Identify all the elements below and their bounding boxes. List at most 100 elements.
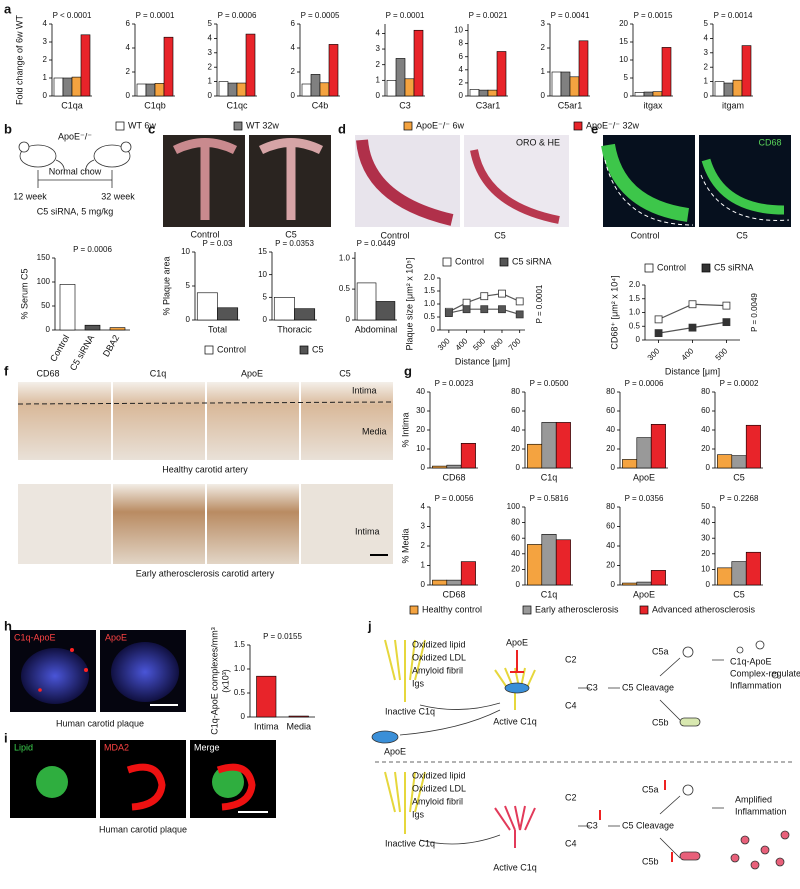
bar <box>460 442 476 469</box>
y-tick-label: 5 <box>704 19 709 28</box>
ihc-images-shape <box>17 401 394 405</box>
image-label: MDA2 <box>104 742 129 752</box>
y-axis-label: C1q-ApoE complexes/mm³ <box>209 627 219 735</box>
x-tick-label: ApoE <box>633 589 655 599</box>
y-tick-label: 80 <box>606 502 615 511</box>
point <box>462 305 471 314</box>
c2-label: C2 <box>565 654 577 664</box>
bar <box>578 40 589 97</box>
x-tick-label: Intima <box>254 721 279 731</box>
y-tick-label: 1.5 <box>234 640 246 649</box>
x-tick-label: C1q <box>541 589 558 599</box>
bar <box>732 79 743 97</box>
y-tick-label: 2 <box>43 55 48 64</box>
column-label: C5 <box>339 368 351 378</box>
lipid-images <box>10 740 276 818</box>
pathway-diagram-shape <box>510 650 524 673</box>
y-tick-label: 10 <box>619 55 628 64</box>
y-tick-label: 0 <box>516 580 521 589</box>
x-tick-label: 600 <box>489 336 505 352</box>
y-tick-label: 0 <box>611 580 616 589</box>
pathway-diagram <box>371 639 795 870</box>
x-tick-label: Control <box>48 333 71 363</box>
end-label: 32 week <box>101 191 135 201</box>
y-tick-label: 50 <box>41 301 50 310</box>
bar <box>80 34 91 97</box>
x-tick-label: Media <box>286 721 311 731</box>
y-tick-label: 20 <box>511 444 520 453</box>
y-tick-label: 2 <box>208 62 213 71</box>
image-label: Control <box>380 230 409 240</box>
pathway-diagram-shape <box>384 639 426 702</box>
point <box>722 318 731 327</box>
trigger: Oxidized LDL <box>412 652 466 662</box>
panel-letter: i <box>4 730 8 745</box>
trigger: Amyloid fibril <box>412 796 463 806</box>
y-tick-label: 4 <box>208 34 213 43</box>
trigger: Amyloid fibril <box>412 665 463 675</box>
y-tick-label: 1 <box>421 561 426 570</box>
plaque-images <box>10 630 186 712</box>
y-tick-label: 60 <box>606 522 615 531</box>
bar <box>294 308 316 321</box>
x-tick-label: 400 <box>680 346 696 362</box>
y-tick-label: 0 <box>636 335 641 344</box>
p-value: P = 0.0049 <box>750 293 759 332</box>
y-tick-label: 3 <box>541 19 546 28</box>
x-tick-label: CD68 <box>442 589 465 599</box>
y-tick-label: 100 <box>507 502 521 511</box>
p-value: P = 0.2268 <box>720 494 759 503</box>
caption: Healthy carotid artery <box>162 464 248 474</box>
y-tick-label: 1.0 <box>629 308 641 317</box>
p-value: P = 0.0155 <box>263 632 302 641</box>
legend-label: Healthy control <box>422 604 482 614</box>
y-tick-label: 1.5 <box>424 286 436 295</box>
pathway-diagram-shape <box>419 795 724 859</box>
ihc-images-shape <box>113 484 205 564</box>
trigger: Oxidized lipid <box>412 770 466 780</box>
ihc-images-shape <box>301 382 393 460</box>
pathway-diagram-shape <box>371 730 399 744</box>
y-tick-label: 2 <box>126 67 131 76</box>
bar <box>741 45 752 97</box>
bar <box>636 437 652 469</box>
trigger: Oxidized LDL <box>412 783 466 793</box>
pathway-diagram-shape <box>780 830 790 840</box>
stain-label: CD68 <box>758 137 781 147</box>
c4-label: C4 <box>565 700 577 710</box>
p-value: P = 0.0015 <box>634 11 673 20</box>
bar <box>622 459 638 469</box>
bar <box>622 582 638 586</box>
y-tick-label: 2 <box>421 541 426 550</box>
bar <box>227 82 238 97</box>
c5a-label: C5a <box>642 784 659 794</box>
bar <box>236 82 247 97</box>
bar <box>154 83 165 97</box>
x-tick-label: itgam <box>722 100 744 110</box>
p-value: P = 0.0006 <box>73 245 112 254</box>
y-tick-label: 40 <box>511 549 520 558</box>
apoe-label: ApoE <box>384 746 406 756</box>
bar <box>714 81 725 97</box>
y-tick-label: 4 <box>291 43 296 52</box>
y-tick-label: 10 <box>181 247 190 256</box>
bar <box>136 83 147 97</box>
y-tick-label: 0 <box>241 712 246 721</box>
c3-label: C3 <box>586 682 598 692</box>
bar <box>560 71 571 97</box>
lipid-images-shape <box>126 763 166 811</box>
y-tick-label: 20 <box>606 444 615 453</box>
y-tick-label: 50 <box>701 502 710 511</box>
y-tick-label: 2 <box>376 60 381 69</box>
point <box>462 298 471 307</box>
outcome: Inflammation <box>735 806 787 816</box>
legend-swatch <box>403 121 413 131</box>
ihc-images-shape <box>207 382 299 460</box>
cleavage-label: C5 Cleavage <box>622 820 674 830</box>
p-value: P = 0.0500 <box>530 379 569 388</box>
bar <box>636 581 652 586</box>
y-tick-label: 3 <box>704 48 709 57</box>
point <box>654 329 663 338</box>
p-value: P = 0.0021 <box>469 11 508 20</box>
